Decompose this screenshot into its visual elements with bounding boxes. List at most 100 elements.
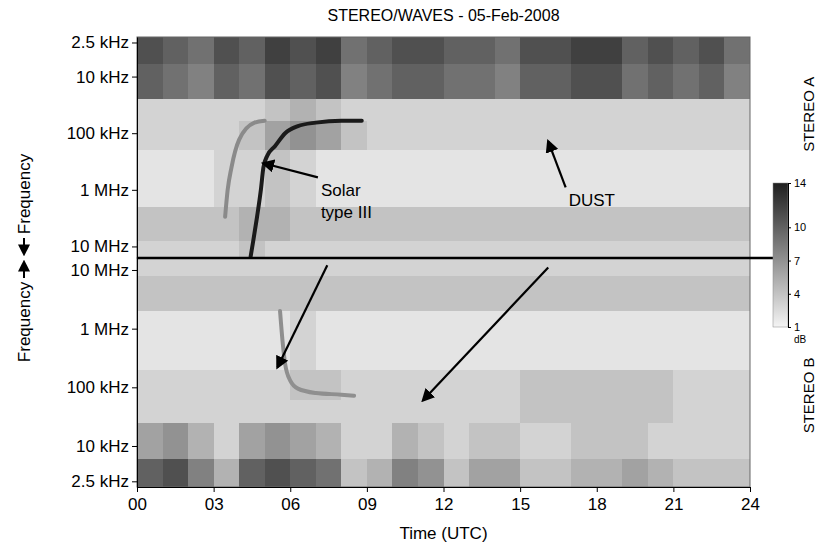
tick-mark <box>290 487 291 492</box>
heatmap-cell <box>444 400 470 422</box>
heatmap-cell <box>571 258 597 276</box>
heatmap-cell <box>597 64 623 99</box>
tick: 1 MHz <box>80 320 137 339</box>
heatmap-cell <box>546 423 572 459</box>
heatmap-cell <box>495 241 521 258</box>
heatmap-cell <box>648 150 674 207</box>
heatmap-cell <box>520 459 546 487</box>
heatmap-cell <box>214 276 240 311</box>
heatmap-cell <box>290 423 316 459</box>
y-axis-arrow <box>23 262 25 278</box>
tick-label: 2.5 kHz <box>71 472 129 491</box>
heatmap-cell <box>673 276 699 311</box>
heatmap-cell <box>137 150 163 207</box>
heatmap-cell <box>163 400 189 422</box>
heatmap-cell <box>546 241 572 258</box>
heatmap-cell <box>188 64 214 99</box>
heatmap-cell <box>188 258 214 276</box>
tick-mark <box>137 487 138 492</box>
heatmap-cell <box>597 37 623 64</box>
heatmap-cell <box>444 423 470 459</box>
axis-line <box>788 184 789 328</box>
burst-line <box>280 311 354 396</box>
tick-mark <box>520 487 521 492</box>
heatmap-cell <box>699 400 725 422</box>
heatmap-cell <box>418 150 444 207</box>
heatmap-cell <box>316 37 342 64</box>
heatmap-cell <box>673 37 699 64</box>
tick-label: 1 MHz <box>80 320 129 339</box>
heatmap-cell <box>188 459 214 487</box>
tick-mark <box>673 487 674 492</box>
heatmap-cell <box>392 64 418 99</box>
heatmap-cell <box>546 400 572 422</box>
heatmap-cell <box>648 37 674 64</box>
tick: 100 kHz <box>67 124 137 143</box>
tick: 24 <box>741 487 760 514</box>
heatmap-cell <box>214 459 240 487</box>
heatmap-cell <box>290 258 316 276</box>
heatmap-cell <box>137 276 163 311</box>
heatmap-cell <box>444 241 470 258</box>
heatmap-cell <box>724 241 750 258</box>
tick-mark <box>788 294 791 295</box>
heatmap-cell <box>495 64 521 99</box>
heatmap-cell <box>520 37 546 64</box>
heatmap-cell <box>290 311 316 370</box>
heatmap-cell <box>239 207 265 241</box>
annotation-arrow <box>263 163 317 177</box>
heatmap-cell <box>290 64 316 99</box>
heatmap-cell <box>239 311 265 370</box>
heatmap-cell <box>214 311 240 370</box>
heatmap-cell <box>392 276 418 311</box>
heatmap-cell <box>597 370 623 401</box>
heatmap-cell <box>546 150 572 207</box>
heatmap-cell <box>163 423 189 459</box>
axis: 2.5 kHz10 kHz100 kHz1 MHz10 MHz <box>67 259 138 492</box>
heatmap-cell <box>265 423 291 459</box>
heatmap-cell <box>444 276 470 311</box>
heatmap-cell <box>392 459 418 487</box>
tick-mark <box>132 42 137 43</box>
heatmap-cell <box>188 37 214 64</box>
heatmap-cell <box>163 150 189 207</box>
heatmap-cell <box>418 459 444 487</box>
burst-line <box>251 121 362 257</box>
heatmap-cell <box>316 241 342 258</box>
heatmap-cell <box>392 37 418 64</box>
heatmap-cell <box>341 276 367 311</box>
tick-label: 18 <box>588 495 607 514</box>
heatmap-cell <box>699 423 725 459</box>
heatmap-cell <box>546 258 572 276</box>
heatmap-cell <box>418 258 444 276</box>
heatmap-cell <box>469 121 495 151</box>
heatmap-cell <box>546 459 572 487</box>
heatmap-cell <box>316 459 342 487</box>
heatmap-cell <box>418 311 444 370</box>
heatmap-cell <box>265 64 291 99</box>
heatmap-cell <box>392 99 418 121</box>
heatmap-cell <box>622 276 648 311</box>
heatmap-cell <box>571 207 597 241</box>
tick-label: 24 <box>741 495 760 514</box>
heatmap-cell <box>188 370 214 401</box>
tick: 2.5 kHz <box>71 472 137 491</box>
tick: 10 MHz <box>70 237 137 256</box>
heatmap-cell <box>188 150 214 207</box>
heatmap-cell <box>137 121 163 151</box>
tick-label: 7 <box>794 255 800 267</box>
heatmap-cell <box>597 207 623 241</box>
heatmap-cell <box>163 64 189 99</box>
heatmap-cell <box>622 258 648 276</box>
tick-mark <box>132 329 137 330</box>
heatmap-cell <box>520 64 546 99</box>
heatmap-cell <box>367 370 393 401</box>
heatmap-cell <box>214 64 240 99</box>
heatmap-cell <box>571 276 597 311</box>
plot-area <box>137 37 750 258</box>
heatmap-cell <box>316 121 342 151</box>
heatmap-cell <box>418 423 444 459</box>
heatmap-cell <box>699 276 725 311</box>
heatmap-cell <box>367 400 393 422</box>
heatmap-cell <box>648 241 674 258</box>
